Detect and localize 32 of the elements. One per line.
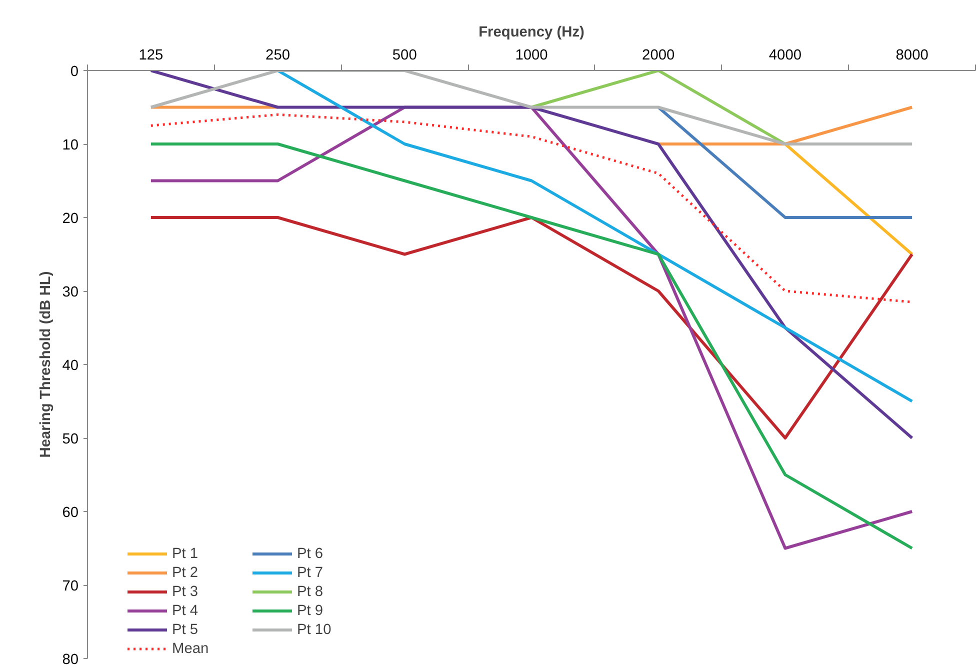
legend-label: Pt 8: [297, 582, 324, 601]
legend-label: Pt 7: [297, 564, 324, 582]
legend-label: Mean: [172, 640, 209, 658]
legend-label: Pt 2: [172, 564, 198, 582]
line-series: [149, 216, 914, 440]
x-tick-label: 125: [138, 48, 164, 64]
x-tick-label: 4000: [768, 48, 802, 64]
legend-label: Pt 9: [297, 602, 324, 620]
legend-label: Pt 5: [172, 620, 198, 639]
line-series: [149, 70, 914, 440]
x-axis-title: Frequency (Hz): [478, 24, 585, 40]
y-tick-label: 20: [62, 211, 79, 227]
legend-label: Pt 3: [172, 582, 198, 601]
x-tick-label: 250: [266, 48, 290, 64]
y-tick-label: 70: [62, 578, 79, 594]
y-axis-title: Hearing Threshold (dB HL): [38, 271, 54, 458]
x-tick-label: 1000: [515, 48, 548, 64]
y-tick-label: 50: [62, 432, 79, 448]
y-tick-label: 10: [62, 138, 79, 154]
x-tick-label: 8000: [896, 48, 928, 64]
y-tick-label: 0: [70, 64, 79, 80]
y-tick-label: 80: [62, 652, 79, 667]
x-tick-label: 500: [392, 48, 417, 64]
legend-label: Pt 6: [297, 544, 324, 563]
y-tick-label: 40: [62, 358, 79, 374]
y-tick-label: 60: [62, 505, 79, 521]
x-tick-label: 2000: [642, 48, 675, 64]
legend-label: Pt 10: [297, 620, 332, 639]
legend-label: Pt 4: [172, 602, 198, 620]
line-series: [276, 70, 914, 403]
y-tick-label: 30: [62, 284, 79, 300]
legend-label: Pt 1: [172, 544, 198, 563]
